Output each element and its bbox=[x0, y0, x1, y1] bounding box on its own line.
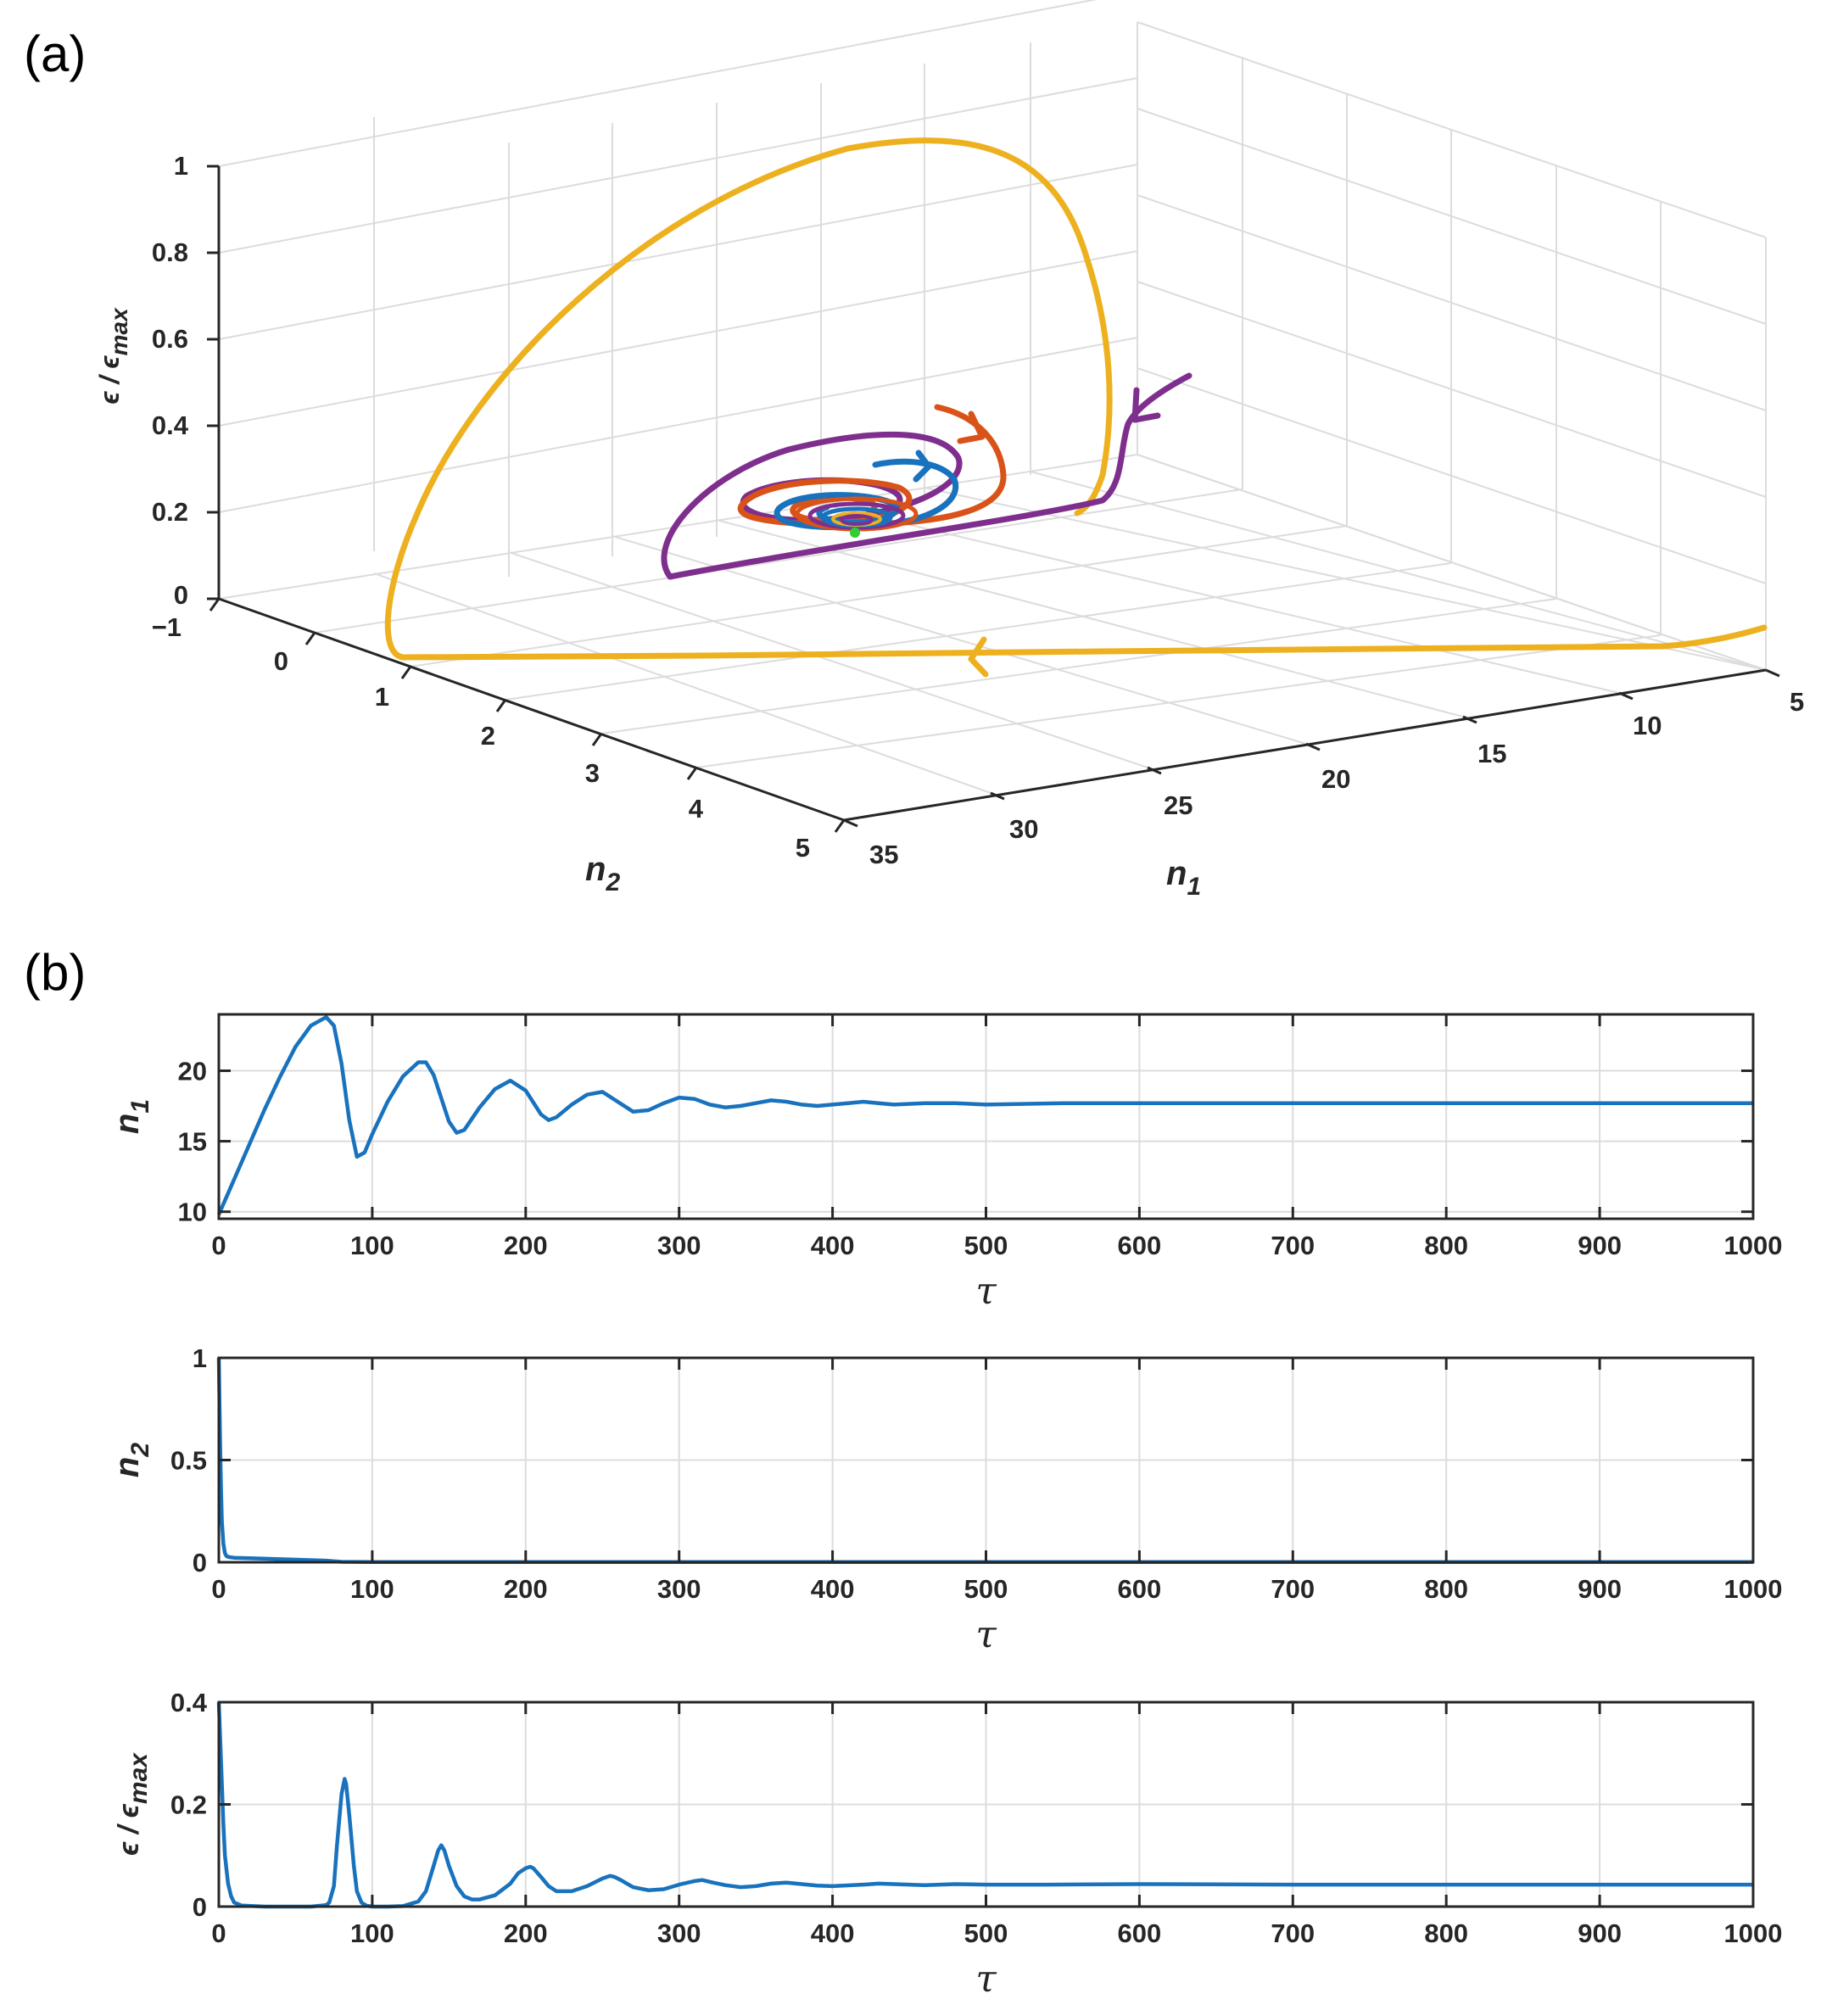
z-tick-label: 0.6 bbox=[152, 324, 188, 354]
x-tick-label: 1000 bbox=[1724, 1231, 1783, 1260]
x-tick-label: 1000 bbox=[1724, 1574, 1783, 1604]
n2-axis-ticks: −1 0 1 2 3 4 5 bbox=[152, 598, 846, 863]
x-tick-label: 800 bbox=[1424, 1231, 1468, 1260]
x-tick-label: 800 bbox=[1424, 1574, 1468, 1604]
x-tick-label: 600 bbox=[1118, 1231, 1162, 1260]
x-tick-label: 100 bbox=[350, 1574, 394, 1604]
n2-tick-label: 4 bbox=[689, 794, 704, 824]
n1-axis-label: n1 bbox=[1166, 855, 1201, 901]
x-tick-label: 200 bbox=[504, 1231, 548, 1260]
x-tick-label: 0 bbox=[211, 1231, 226, 1260]
y-tick-label: 1 bbox=[193, 1343, 207, 1373]
n2-tick-label: −1 bbox=[152, 612, 182, 642]
n2-tick-label: 1 bbox=[375, 682, 389, 712]
equilibrium-point bbox=[850, 528, 860, 538]
x-tick-label: 500 bbox=[964, 1231, 1008, 1260]
z-tick-label: 0.8 bbox=[152, 237, 188, 267]
z-tick-label: 0 bbox=[174, 580, 188, 610]
y-tick-label: 0 bbox=[193, 1892, 207, 1922]
ts-x-axis-label: τ bbox=[975, 1613, 997, 1656]
ts-y-axis-label: n2 bbox=[109, 1443, 154, 1477]
y-tick-label: 0 bbox=[193, 1548, 207, 1578]
ts-ticks: 0 100 200 300 400 500 600 700 800 900 1000 0 0.2 0.4 bbox=[170, 1688, 1783, 1948]
x-tick-label: 600 bbox=[1118, 1574, 1162, 1604]
x-tick-label: 100 bbox=[350, 1918, 394, 1948]
ts-grid bbox=[218, 1357, 1754, 1563]
ts-x-axis-label: τ bbox=[975, 1270, 997, 1313]
x-tick-label: 200 bbox=[504, 1574, 548, 1604]
time-series-epsilon: 0 100 200 300 400 500 600 700 800 900 100000.20.4 … bbox=[113, 1688, 1782, 2001]
n2-tick-label: 3 bbox=[585, 758, 600, 788]
x-tick-label: 900 bbox=[1578, 1231, 1622, 1260]
n2-tick-label: 2 bbox=[481, 721, 495, 751]
n2-tick-label: 5 bbox=[796, 833, 810, 863]
n1-tick-label: 20 bbox=[1321, 764, 1350, 794]
y-tick-label: 10 bbox=[178, 1198, 207, 1227]
x-tick-label: 0 bbox=[211, 1918, 226, 1948]
n1-axis-ticks: 5 10 15 20 25 30 35 bbox=[843, 668, 1804, 869]
n1-tick-label: 10 bbox=[1633, 711, 1662, 740]
x-tick-label: 700 bbox=[1271, 1574, 1315, 1604]
trajectory-yellow bbox=[384, 137, 1768, 661]
x-tick-label: 1000 bbox=[1724, 1918, 1783, 1948]
time-series-n1: 0 100 200 300 400 500 600 700 800 900 1000 10 15 20 τ… bbox=[109, 1013, 1783, 1313]
x-tick-label: 200 bbox=[504, 1918, 548, 1948]
ts-x-axis-label: τ bbox=[975, 1957, 997, 2001]
z-tick-label: 0.2 bbox=[152, 497, 188, 527]
n1-tick-label: 25 bbox=[1164, 790, 1192, 820]
x-tick-label: 500 bbox=[964, 1574, 1008, 1604]
x-tick-label: 400 bbox=[811, 1231, 855, 1260]
x-tick-label: 700 bbox=[1271, 1231, 1315, 1260]
x-tick-label: 300 bbox=[657, 1231, 701, 1260]
n2-axis-label: n2 bbox=[585, 851, 620, 896]
phase-space-trajectories bbox=[384, 137, 1768, 678]
x-tick-label: 300 bbox=[657, 1574, 701, 1604]
y-tick-label: 15 bbox=[178, 1127, 207, 1157]
x-tick-label: 500 bbox=[964, 1918, 1008, 1948]
x-tick-label: 0 bbox=[211, 1574, 226, 1604]
y-tick-label: 0.2 bbox=[170, 1790, 207, 1820]
ts-ticks: 0 100 200 300 400 500 600 700 800 900 1000 0 0.5 1 bbox=[170, 1343, 1783, 1604]
phase-space-axes bbox=[217, 166, 1767, 822]
z-axis-label: ϵ / ϵmax bbox=[94, 307, 132, 405]
n1-tick-label: 35 bbox=[869, 840, 898, 869]
x-tick-label: 400 bbox=[811, 1918, 855, 1948]
panel-a-label: (a) bbox=[24, 25, 86, 82]
z-axis-ticks: 1 0.8 0.6 0.4 0.2 0 bbox=[152, 151, 219, 610]
y-tick-label: 0.5 bbox=[170, 1446, 207, 1476]
series-n1 bbox=[216, 1015, 1753, 1215]
x-tick-label: 400 bbox=[811, 1574, 855, 1604]
z-tick-label: 0.4 bbox=[152, 410, 189, 440]
y-tick-label: 0.4 bbox=[170, 1688, 208, 1717]
n1-tick-label: 5 bbox=[1790, 687, 1804, 717]
ts-ticks: 0 100 200 300 400 500 600 700 800 900 1000 10 15 20 bbox=[178, 1014, 1783, 1260]
series-epsilon bbox=[216, 1701, 1753, 1909]
z-tick-label: 1 bbox=[174, 151, 188, 181]
x-tick-label: 300 bbox=[657, 1918, 701, 1948]
n1-tick-label: 30 bbox=[1009, 814, 1038, 844]
x-tick-label: 900 bbox=[1578, 1574, 1622, 1604]
phase-space-3d-plot: 1 0.8 0.6 0.4 0.2 0 ϵ / ϵmax −1 0 1 2 3 … bbox=[94, 0, 1804, 901]
x-tick-label: 100 bbox=[350, 1231, 394, 1260]
trajectory-orange bbox=[737, 404, 1007, 528]
x-tick-label: 800 bbox=[1424, 1918, 1468, 1948]
n2-tick-label: 0 bbox=[274, 646, 288, 676]
x-tick-label: 900 bbox=[1578, 1918, 1622, 1948]
y-tick-label: 20 bbox=[178, 1056, 207, 1086]
ts-y-axis-label: n1 bbox=[109, 1099, 154, 1134]
phase-space-grid bbox=[218, 0, 1767, 821]
x-tick-label: 700 bbox=[1271, 1918, 1315, 1948]
x-tick-label: 600 bbox=[1118, 1918, 1162, 1948]
panel-b-label: (b) bbox=[24, 944, 86, 1001]
ts-grid bbox=[218, 1701, 1754, 1907]
ts-y-axis-label: ϵ / ϵmax bbox=[113, 1752, 153, 1856]
n1-tick-label: 15 bbox=[1477, 739, 1506, 768]
